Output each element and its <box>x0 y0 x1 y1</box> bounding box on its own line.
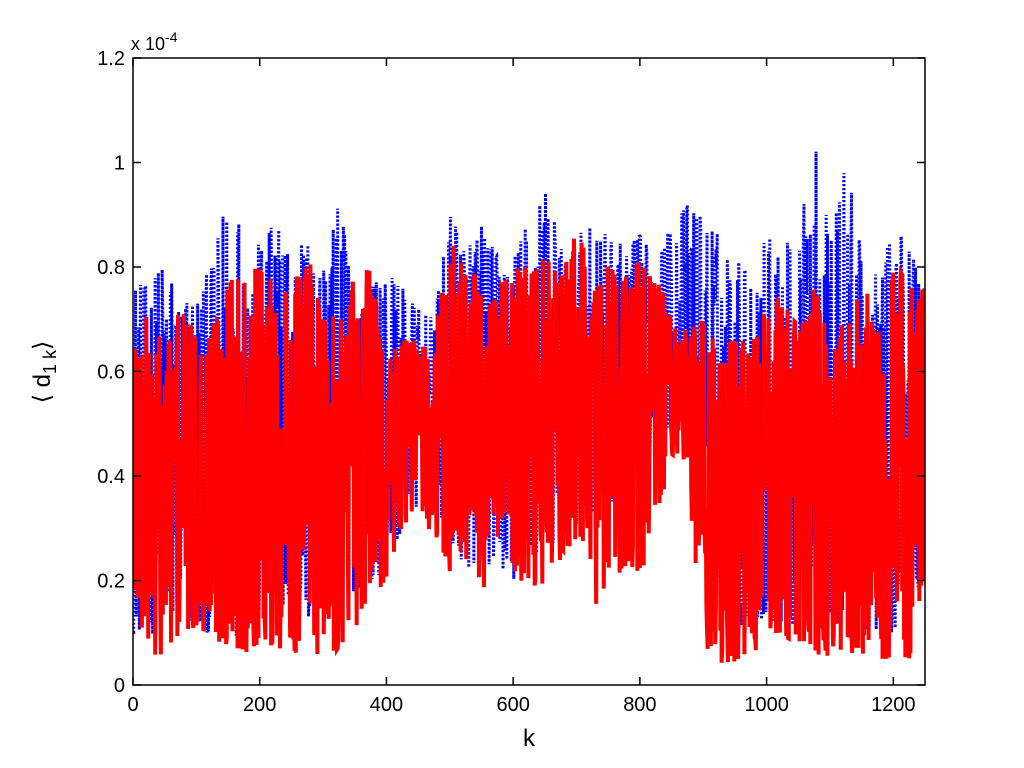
y-axis-label-close: ⟩ <box>29 341 56 350</box>
x-axis-ticks: 0 200 400 600 800 1000 1200 <box>127 58 916 716</box>
x-tick-label: 1000 <box>744 694 789 716</box>
y-tick-label: 0.2 <box>97 571 125 593</box>
y-multiplier: x 10-4 <box>131 29 178 54</box>
x-tick-label: 200 <box>243 694 276 716</box>
y-axis-label: ⟨ d1 k⟩ <box>29 341 60 404</box>
y-tick-label: 1.2 <box>97 48 125 70</box>
x-tick-label: 0 <box>127 694 138 716</box>
y-axis-label-main: ⟨ d <box>29 374 56 403</box>
x-tick-label: 600 <box>496 694 529 716</box>
y-tick-label: 0.8 <box>97 257 125 279</box>
x-tick-label: 400 <box>370 694 403 716</box>
y-tick-label: 0.4 <box>97 466 125 488</box>
y-tick-label: 0 <box>114 675 125 697</box>
y-axis-label-subscript: 1 k <box>40 349 60 374</box>
y-tick-label: 1 <box>114 153 125 175</box>
x-axis-label: k <box>523 725 536 752</box>
x-tick-label: 800 <box>623 694 656 716</box>
x-tick-label: 1200 <box>871 694 916 716</box>
y-multiplier-exponent: -4 <box>165 29 178 45</box>
y-tick-label: 0.6 <box>97 362 125 384</box>
y-axis-ticks: 0 0.2 0.4 0.6 0.8 1 1.2 <box>97 48 925 697</box>
series-solid-line <box>133 238 925 663</box>
series-group <box>133 151 925 663</box>
y-multiplier-base: x 10 <box>131 34 165 54</box>
